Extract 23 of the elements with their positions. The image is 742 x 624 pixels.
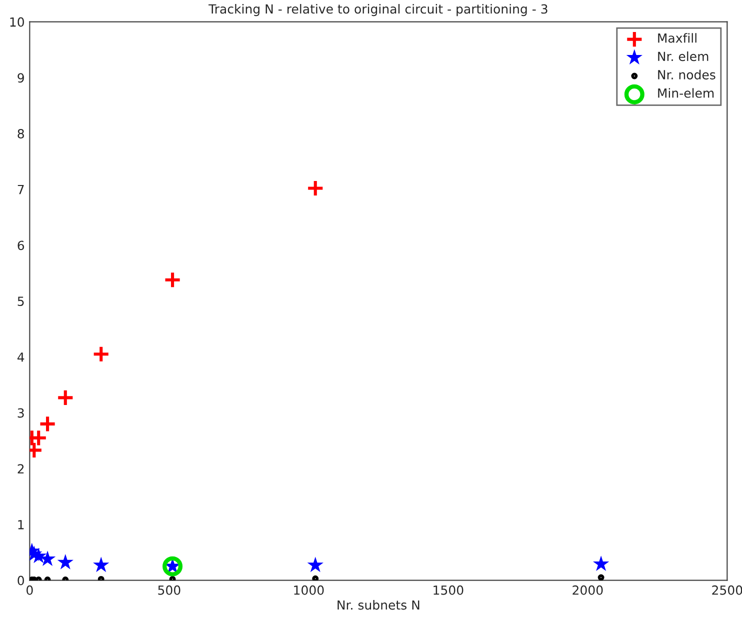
legend-label: Min-elem xyxy=(658,88,714,98)
x-tick-label: 1000 xyxy=(294,585,324,595)
x-tick-label: 2500 xyxy=(712,585,742,595)
y-tick-label: 6 xyxy=(18,240,24,250)
legend-label: Nr. elem xyxy=(658,51,708,62)
y-tick-label: 9 xyxy=(18,73,24,83)
x-tick-label: 2000 xyxy=(572,585,603,595)
y-tick-label: 2 xyxy=(18,464,24,474)
chart-title: Tracking N - relative to original circuit - partitioning - 3 xyxy=(208,4,548,16)
y-tick-label: 5 xyxy=(18,296,24,306)
legend-label: Nr. nodes xyxy=(658,70,716,80)
x-axis-title: Nr. subnets N xyxy=(338,600,420,610)
y-tick-label: 8 xyxy=(18,129,24,138)
y-tick-label: 0 xyxy=(18,576,24,586)
x-tick-label: 0 xyxy=(26,585,33,595)
y-tick-label: 10 xyxy=(10,17,24,27)
y-tick-label: 7 xyxy=(18,185,24,194)
x-tick-label: 1500 xyxy=(434,585,464,595)
y-tick-label: 4 xyxy=(17,352,24,362)
legend-label: Maxfill xyxy=(658,33,696,43)
y-tick-label: 3 xyxy=(18,408,24,418)
y-tick-label: 1 xyxy=(18,520,24,530)
x-tick-label: 500 xyxy=(158,585,180,595)
